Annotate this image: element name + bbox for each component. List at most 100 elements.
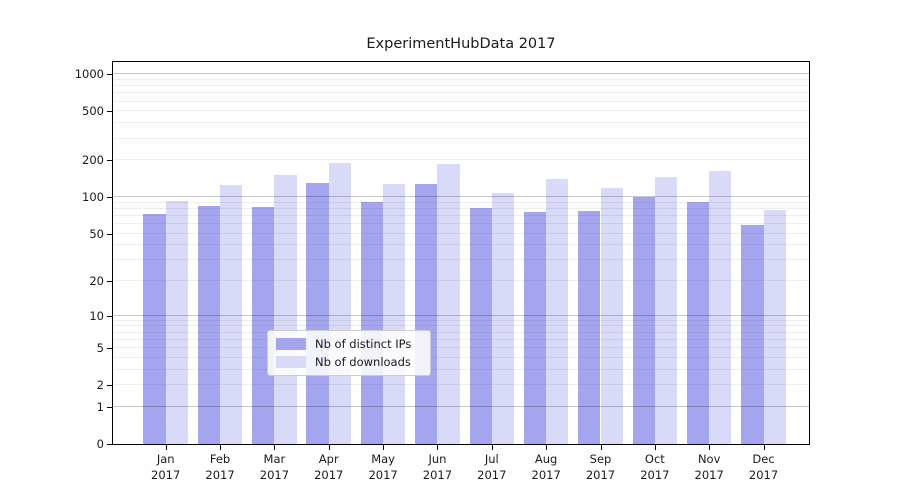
x-axis-tick-mark <box>709 445 711 450</box>
y-axis-tick-mark <box>107 406 112 408</box>
bar-distinct-ips <box>469 208 492 444</box>
x-axis-label: Jan 2017 <box>151 452 181 482</box>
y-axis-tick-label: 1000 <box>74 67 104 82</box>
legend: Nb of distinct IPs Nb of downloads <box>267 330 431 376</box>
gridline <box>113 356 809 358</box>
gridline <box>113 78 809 80</box>
gridline <box>113 259 809 261</box>
bar-downloads <box>220 185 243 444</box>
bar-downloads <box>600 188 623 444</box>
bar-distinct-ips <box>632 196 655 444</box>
x-axis-label: Sep 2017 <box>585 452 616 482</box>
legend-row-downloads: Nb of downloads <box>276 355 422 369</box>
gridline <box>113 207 809 209</box>
y-axis-tick-label: 20 <box>89 274 104 289</box>
y-axis-tick-label: 200 <box>82 153 104 168</box>
x-axis-label: Mar 2017 <box>259 452 290 482</box>
gridline <box>113 368 809 370</box>
gridline <box>113 137 809 139</box>
gridline <box>113 405 809 407</box>
y-axis-tick-mark <box>107 233 112 235</box>
gridline <box>113 314 809 316</box>
x-axis-tick-mark <box>437 445 439 450</box>
x-axis-label: May 2017 <box>368 452 398 482</box>
gridline <box>113 232 809 234</box>
bar-downloads <box>763 210 786 444</box>
legend-label-downloads: Nb of downloads <box>315 355 411 369</box>
x-axis-tick-mark <box>654 445 656 450</box>
gridline <box>113 196 809 198</box>
gridline <box>113 92 809 94</box>
x-axis-label: Feb 2017 <box>205 452 235 482</box>
gridline <box>113 244 809 246</box>
x-axis-label: Apr 2017 <box>314 452 344 482</box>
x-axis-label: Aug 2017 <box>531 452 561 482</box>
bar-downloads <box>383 183 406 444</box>
bar-distinct-ips <box>360 201 384 444</box>
y-axis-tick-mark <box>107 74 112 76</box>
y-axis-tick-mark <box>107 385 112 387</box>
gridline <box>113 73 809 75</box>
gridline <box>113 338 809 340</box>
gridline <box>113 280 809 282</box>
gridline <box>113 214 809 216</box>
x-axis-tick-mark <box>600 445 602 450</box>
y-axis-tick-label: 100 <box>82 190 104 205</box>
x-axis-tick-mark <box>491 445 493 450</box>
bar-downloads <box>709 171 732 444</box>
y-axis-tick-mark <box>107 444 112 445</box>
x-axis-label: Jul 2017 <box>477 452 507 482</box>
chart-title: ExperimentHubData 2017 <box>366 36 556 52</box>
y-axis-tick-mark <box>107 348 112 350</box>
x-axis-label: Nov 2017 <box>694 452 724 482</box>
bar-distinct-ips <box>415 184 438 444</box>
gridline <box>113 384 809 386</box>
bar-distinct-ips <box>578 210 601 444</box>
gridline <box>113 331 809 333</box>
plot-area <box>112 61 810 445</box>
y-axis-tick-label: 1 <box>96 399 104 414</box>
x-axis-tick-mark <box>328 445 330 450</box>
bar-downloads <box>165 200 188 444</box>
gridline <box>113 223 809 225</box>
gridline <box>113 159 809 161</box>
y-axis-tick-mark <box>107 160 112 162</box>
bar-distinct-ips <box>523 212 547 444</box>
gridline <box>113 201 809 203</box>
bar-downloads <box>654 177 678 444</box>
y-axis-tick-mark <box>107 315 112 317</box>
x-axis-tick-mark <box>165 445 167 450</box>
legend-swatch-downloads <box>276 356 306 368</box>
bar-distinct-ips <box>197 205 221 444</box>
y-axis-tick-label: 2 <box>96 378 104 393</box>
x-axis-tick-mark <box>220 445 222 450</box>
x-axis-tick-mark <box>383 445 385 450</box>
gridline <box>113 122 809 124</box>
y-axis-tick-label: 0 <box>96 437 104 451</box>
gridline <box>113 110 809 112</box>
y-axis-tick-mark <box>107 197 112 199</box>
x-axis-label: Jun 2017 <box>422 452 453 482</box>
y-axis-tick-label: 10 <box>89 308 104 323</box>
gridline <box>113 319 809 321</box>
bar-distinct-ips <box>686 201 710 444</box>
gridline <box>113 100 809 102</box>
bar-downloads <box>491 193 515 444</box>
bar-downloads <box>274 174 297 444</box>
y-axis-tick-label: 500 <box>82 104 104 119</box>
y-axis-tick-label: 5 <box>96 341 104 356</box>
gridline <box>113 325 809 327</box>
y-axis-tick-mark <box>107 281 112 283</box>
bar-distinct-ips <box>143 213 166 444</box>
x-axis-tick-mark <box>546 445 548 450</box>
x-axis-tick-mark <box>763 445 765 450</box>
x-axis-label: Oct 2017 <box>640 452 670 482</box>
legend-row-distinct-ips: Nb of distinct IPs <box>276 337 422 351</box>
y-axis-tick-mark <box>107 111 112 113</box>
gridline <box>113 85 809 87</box>
bar-distinct-ips <box>306 183 329 444</box>
legend-label-distinct-ips: Nb of distinct IPs <box>315 337 412 351</box>
legend-swatch-distinct-ips <box>276 338 306 350</box>
gridline <box>113 347 809 349</box>
